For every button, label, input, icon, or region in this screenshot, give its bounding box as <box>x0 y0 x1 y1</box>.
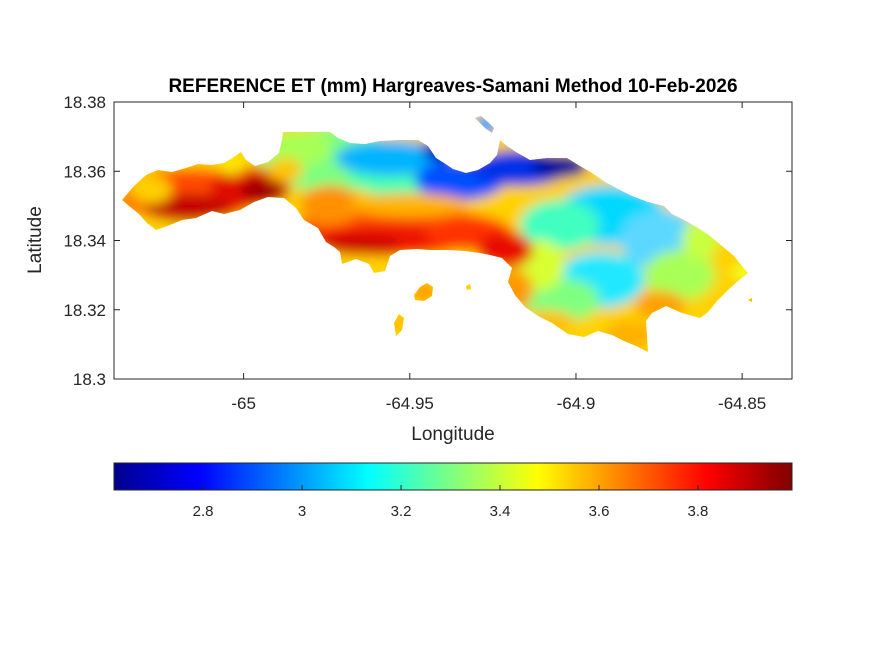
y-axis: 18.3 18.32 18.34 18.36 18.38 <box>63 93 792 389</box>
colorbar-tick-label: 3.6 <box>589 503 610 520</box>
x-tick-label: -64.85 <box>718 394 766 413</box>
x-tick-label: -64.95 <box>386 394 434 413</box>
colorbar-tick-label: 2.8 <box>193 503 214 520</box>
y-tick-label: 18.3 <box>73 370 106 389</box>
colorbar-tick-label: 3 <box>298 503 306 520</box>
colorbar-tick-label: 3.8 <box>688 503 709 520</box>
x-axis-label: Longitude <box>411 424 494 445</box>
y-axis-label: Latitude <box>25 206 46 274</box>
y-tick-label: 18.34 <box>63 232 106 251</box>
x-axis: -65 -64.95 -64.9 -64.85 <box>231 102 766 413</box>
colorbar <box>113 462 793 491</box>
y-tick-label: 18.32 <box>63 301 106 320</box>
chart-title: REFERENCE ET (mm) Hargreaves-Samani Meth… <box>168 76 737 97</box>
y-tick-label: 18.36 <box>63 162 106 181</box>
colorbar-tick-label: 3.2 <box>391 503 412 520</box>
x-tick-label: -65 <box>231 394 256 413</box>
y-tick-label: 18.38 <box>63 93 106 112</box>
x-tick-label: -64.9 <box>557 394 596 413</box>
colorbar-tick-label: 3.4 <box>490 503 511 520</box>
colorbar-ticks: 2.8 3 3.2 3.4 3.6 3.8 <box>193 485 709 520</box>
